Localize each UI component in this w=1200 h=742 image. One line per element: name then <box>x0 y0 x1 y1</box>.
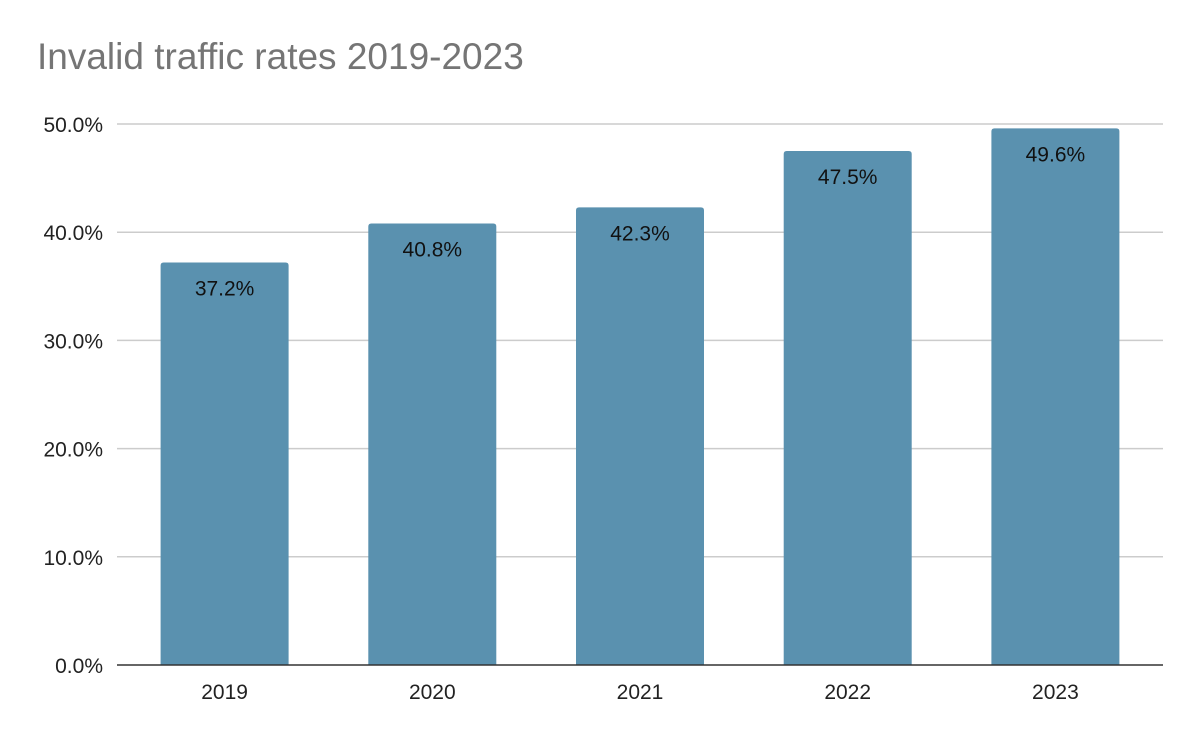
y-tick-label: 50.0% <box>43 114 103 137</box>
bar-2020 <box>368 223 497 665</box>
y-tick-label: 0.0% <box>55 655 103 678</box>
y-tick-label: 20.0% <box>43 439 103 462</box>
bar-2019 <box>160 262 289 665</box>
bar-2022 <box>783 151 912 666</box>
data-label: 37.2% <box>195 277 255 300</box>
data-label: 47.5% <box>818 166 878 189</box>
x-tick-label: 2021 <box>617 681 664 704</box>
y-tick-label: 40.0% <box>43 222 103 245</box>
x-axis-tick-labels: 2019 2020 2021 2022 2023 <box>201 681 1079 704</box>
bar-2023 <box>991 128 1120 665</box>
bars <box>160 128 1120 666</box>
x-tick-label: 2023 <box>1032 681 1079 704</box>
bar-2021 <box>576 207 704 665</box>
data-label: 40.8% <box>403 239 463 262</box>
chart-title: Invalid traffic rates 2019-2023 <box>37 36 524 77</box>
x-tick-label: 2020 <box>409 681 456 704</box>
y-tick-label: 30.0% <box>43 330 103 353</box>
data-labels: 37.2% 40.8% 42.3% 47.5% 49.6% <box>195 143 1085 300</box>
data-label: 49.6% <box>1026 143 1086 166</box>
data-label: 42.3% <box>610 222 670 245</box>
y-tick-label: 10.0% <box>43 547 103 570</box>
y-axis-tick-labels: 0.0% 10.0% 20.0% 30.0% 40.0% 50.0% <box>43 114 103 678</box>
x-tick-label: 2022 <box>824 681 871 704</box>
x-tick-label: 2019 <box>201 681 248 704</box>
